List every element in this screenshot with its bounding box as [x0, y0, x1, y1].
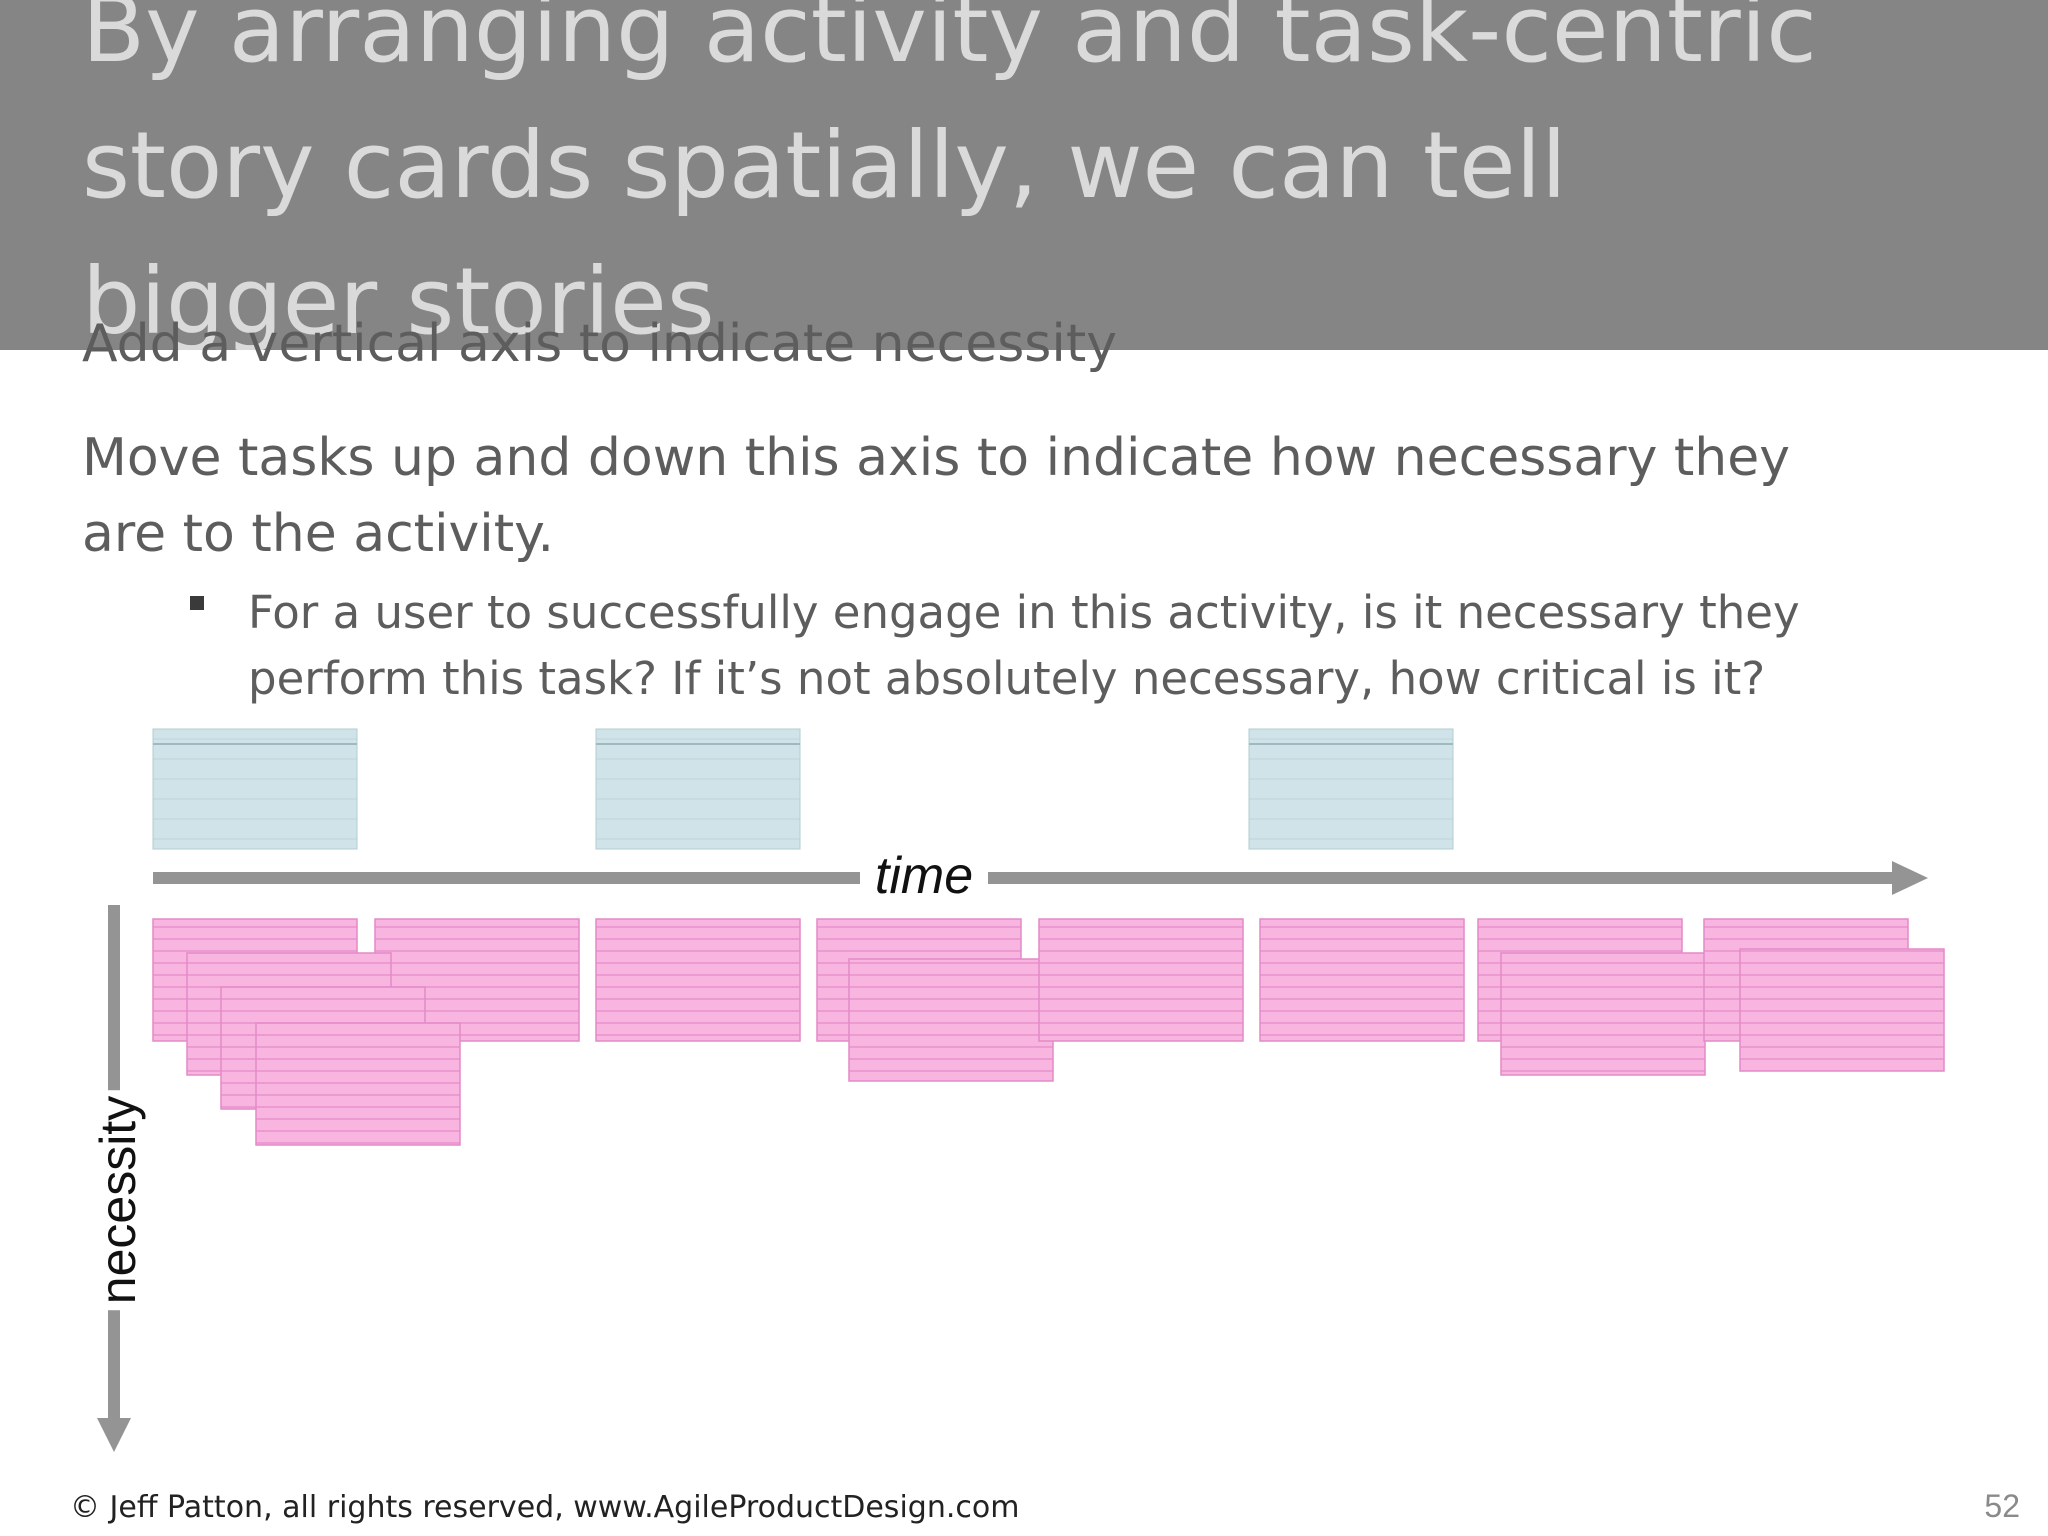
task-card: [1739, 948, 1945, 1072]
task-card: [255, 1022, 461, 1146]
necessity-axis-label: necessity: [89, 1089, 147, 1311]
task-card: [1259, 918, 1465, 1042]
task-card: [1038, 918, 1244, 1042]
story-map-svg: [97, 728, 1945, 1452]
slide-title: By arranging activity and task-centric s…: [82, 0, 1817, 350]
bullet-square-icon: [190, 596, 204, 610]
task-card: [374, 918, 580, 1042]
slide-subtitle: Add a vertical axis to indicate necessit…: [82, 314, 1117, 374]
page-number: 52: [1984, 1488, 2020, 1524]
body-paragraph: Move tasks up and down this axis to indi…: [82, 428, 1791, 564]
copyright-footer: © Jeff Patton, all rights reserved, www.…: [70, 1490, 1020, 1525]
task-card: [595, 918, 801, 1042]
title-bar: By arranging activity and task-centric s…: [0, 0, 2048, 350]
activity-card: [595, 728, 801, 850]
activity-card: [152, 728, 358, 850]
story-map-diagram: time: [0, 700, 2048, 1460]
time-axis-label: time: [860, 846, 988, 906]
task-card: [848, 958, 1054, 1082]
time-axis-arrow: [153, 861, 1928, 895]
activity-card: [1248, 728, 1454, 850]
bullet-text: For a user to successfully engage in thi…: [248, 586, 1800, 705]
task-card: [1500, 952, 1706, 1076]
